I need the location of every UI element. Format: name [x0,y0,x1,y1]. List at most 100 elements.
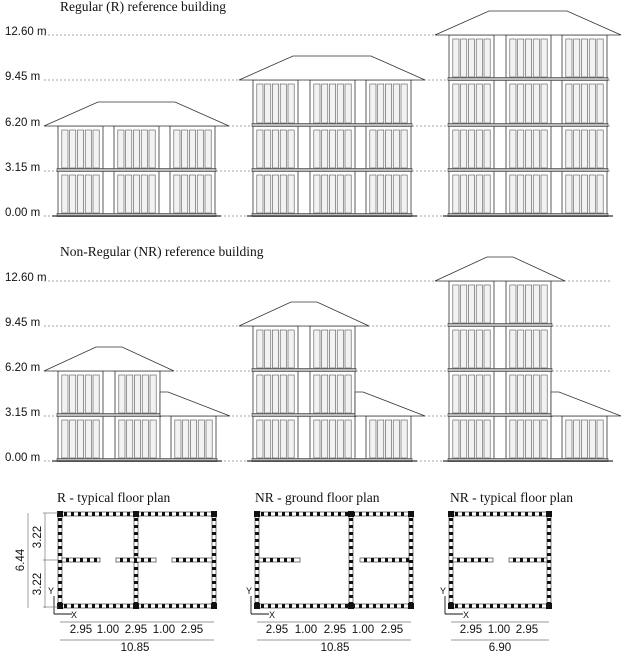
wall-hatch [449,546,453,549]
window-panel [565,129,573,169]
window-panel [369,129,377,169]
wall-hatch [113,512,116,516]
wall-hatch [282,604,285,608]
roof [43,101,230,127]
window-panel [377,419,385,459]
wall-hatch [296,512,299,516]
window-panel [336,129,344,169]
window-panel [573,38,581,78]
window-panel [509,38,517,78]
window-panel [400,83,408,124]
window-panel [344,419,352,459]
axis-y-label: Y [48,586,54,596]
wall-hatch [58,560,62,563]
wall-hatch [296,604,299,608]
plan-depth-dimension: 6.44 3.22 3.22 [15,512,58,608]
floor-slab [447,323,553,327]
window-panel [61,374,69,414]
window-panel [565,174,573,214]
wall-hatch [483,512,486,516]
window-panel [483,374,491,414]
wall-hatch [255,539,259,542]
wall-hatch [349,588,353,591]
wall-hatch [547,518,551,521]
wall-hatch [455,604,458,608]
plan-axes: Y X Y X Y X [48,586,469,620]
wall-hatch [497,604,500,608]
wall-hatch [449,574,453,577]
window-panel [460,129,468,169]
wall-hatch [449,553,453,556]
non-regular-level-labels: 12.60 m 9.45 m 6.20 m 3.15 m 0.00 m [5,272,47,464]
wall-hatch [547,588,551,591]
wall-hatch [134,595,138,598]
wall-hatch [176,558,179,562]
window-panel [272,329,279,369]
wall-hatch [331,604,334,608]
window-panel [134,419,141,459]
wall-hatch [127,604,130,608]
window-panel [313,174,321,214]
wall-hatch [409,595,413,598]
window-panel [483,174,491,214]
window-panel [468,174,475,214]
wall-hatch [547,581,551,584]
wall-hatch [120,604,123,608]
wall-hatch [547,553,551,556]
wall-hatch [525,512,528,516]
window-panel [468,284,475,324]
non-regular-elevations [43,256,622,462]
wall-hatch [255,525,259,528]
window-panel [460,419,468,459]
wall-hatch [547,574,551,577]
floor-slab [447,413,553,417]
wall-hatch [255,560,259,563]
wall-hatch [58,546,62,549]
wall-hatch [127,512,130,516]
wall-hatch [449,539,453,542]
span-label: 2.95 [70,624,92,636]
wall-hatch [317,512,320,516]
window-panel [377,174,385,214]
wall-hatch [547,567,551,570]
window-panel [69,174,77,214]
window-panel [69,419,77,459]
regular-level-labels: 12.60 m 9.45 m 6.20 m 3.15 m 0.00 m [5,26,47,219]
window-panel [287,83,295,124]
window-panel [385,83,392,124]
wall-hatch [204,558,207,562]
window-panel [468,38,475,78]
wall-hatch [169,604,172,608]
wall-hatch [134,567,138,570]
wall-hatch [127,558,130,562]
column [408,603,414,609]
window-panel [313,419,321,459]
wall-hatch [212,581,216,584]
wall-hatch [534,558,537,562]
window-panel [336,374,344,414]
window-panel [573,83,581,124]
wall-hatch [371,558,374,562]
window-panel [272,83,279,124]
wall-hatch [268,512,271,516]
window-panel [329,329,336,369]
wall-hatch [387,604,390,608]
window-panel [532,129,540,169]
window-panel [532,329,540,369]
plan-title: NR - typical floor plan [450,490,573,505]
window-panel [344,174,352,214]
window-panel [573,419,581,459]
window-panel [596,174,604,214]
window-panel [369,174,377,214]
window-panel [385,419,392,459]
wall-hatch [197,558,200,562]
wall-hatch [212,525,216,528]
wall-hatch [317,604,320,608]
window-panel [287,174,295,214]
wall-hatch [385,558,388,562]
roof [159,391,231,417]
window-panel [468,329,475,369]
wall-hatch [155,512,158,516]
non-regular-building [238,301,426,462]
window-panel [400,419,408,459]
